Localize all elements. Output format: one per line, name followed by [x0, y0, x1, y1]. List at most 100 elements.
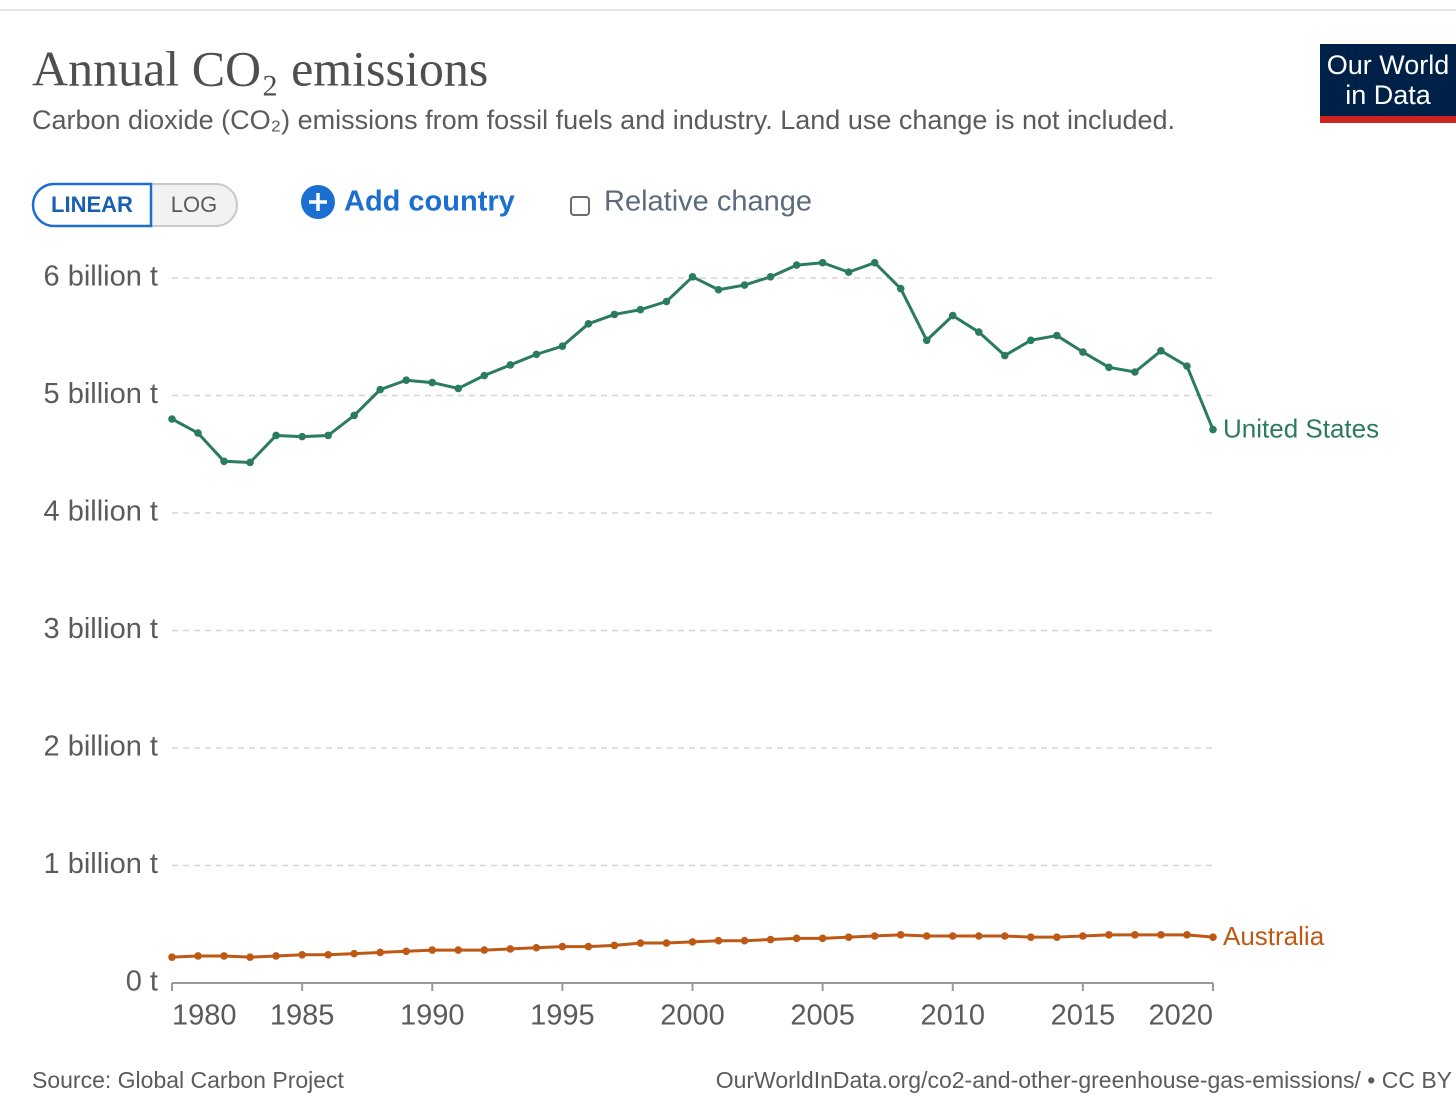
point [402, 376, 411, 385]
x-tick-label: 2015 [1051, 1000, 1116, 1032]
x-tick-label: 1990 [400, 1000, 465, 1032]
add-country-label: Add country [344, 186, 515, 218]
point [1027, 933, 1035, 941]
point [324, 431, 332, 440]
x-tick-label: 2000 [660, 1000, 725, 1032]
point [1131, 368, 1139, 376]
point [246, 458, 254, 467]
point [220, 457, 228, 466]
logo-box [1320, 44, 1456, 116]
point [194, 952, 202, 960]
linear-bg [31, 182, 153, 228]
series: Australia [168, 921, 1325, 961]
logo[interactable]: Our World in Data [1320, 44, 1456, 123]
relative-change-label: Relative change [604, 186, 812, 218]
point [168, 415, 176, 423]
point [636, 305, 645, 314]
x-tick-label: 2010 [920, 1000, 985, 1032]
point [168, 953, 176, 961]
point [480, 371, 489, 380]
x-tick-label: 2020 [1148, 1000, 1213, 1032]
point [428, 946, 437, 954]
point [402, 947, 411, 956]
point [948, 932, 957, 940]
point [1001, 351, 1009, 360]
point [974, 932, 983, 940]
series-label: United States [1223, 413, 1379, 443]
point [1157, 931, 1165, 939]
x-tick-label: 1995 [530, 1000, 595, 1032]
y-tick-label: 5 billion t [44, 378, 158, 410]
x-tick-label: 2005 [790, 1000, 855, 1032]
point [1001, 932, 1009, 940]
point [272, 431, 280, 440]
point [1105, 363, 1113, 372]
point [324, 951, 332, 959]
logo-text: Our World [1327, 50, 1450, 80]
point [220, 952, 228, 960]
point [714, 936, 723, 945]
relative-change-checkbox[interactable]: Relative change [570, 186, 812, 218]
logo-text: in Data [1345, 80, 1432, 110]
point [584, 942, 593, 951]
point [610, 941, 619, 950]
point [1053, 933, 1061, 941]
add-icon-plus [309, 193, 327, 211]
point [662, 297, 671, 306]
point [272, 952, 280, 960]
point [1131, 931, 1139, 939]
point [194, 429, 202, 437]
source: Source: Global Carbon Project [32, 1067, 345, 1093]
point [740, 281, 749, 289]
point [844, 933, 853, 941]
point [480, 946, 489, 954]
point [246, 953, 254, 961]
point [506, 361, 515, 369]
url: OurWorldInData.org/co2-and-other-greenho… [716, 1067, 1452, 1093]
chart-subtitle: Carbon dioxide (CO₂) emissions from foss… [32, 105, 1175, 135]
point [350, 411, 358, 420]
point [1079, 348, 1087, 356]
y-tick-label: 3 billion t [44, 613, 158, 645]
y-tick-label: 1 billion t [44, 848, 158, 880]
logo-bar [1320, 116, 1456, 123]
point [766, 273, 775, 281]
point [844, 268, 853, 276]
point [896, 284, 905, 293]
linear-label: LINEAR [51, 192, 133, 217]
point [740, 936, 749, 945]
add-country-button[interactable]: Add country [301, 185, 515, 219]
point [1209, 933, 1217, 941]
point [532, 350, 541, 359]
y-tick-label: 2 billion t [44, 731, 158, 763]
point [714, 285, 723, 294]
point [454, 946, 463, 954]
point [298, 951, 306, 959]
point [818, 258, 827, 267]
point [870, 258, 879, 267]
point [818, 934, 827, 943]
point [766, 935, 775, 944]
point [1209, 425, 1217, 434]
point [636, 939, 645, 947]
point [974, 328, 983, 336]
point [792, 261, 801, 269]
point [870, 932, 879, 940]
point [558, 942, 567, 951]
point [922, 932, 931, 940]
y-tick-label: 6 billion t [44, 261, 158, 293]
point [1053, 331, 1061, 340]
point [454, 384, 463, 393]
point [688, 938, 697, 946]
y-tick-label: 4 billion t [44, 496, 158, 528]
point [662, 939, 671, 947]
series-label: Australia [1223, 921, 1325, 951]
linear-button[interactable]: LINEAR [31, 182, 153, 228]
log-button[interactable]: LOG [171, 192, 217, 217]
checkbox [570, 196, 590, 216]
point [688, 273, 697, 281]
point [532, 943, 541, 952]
point [506, 945, 515, 953]
point [558, 342, 567, 350]
